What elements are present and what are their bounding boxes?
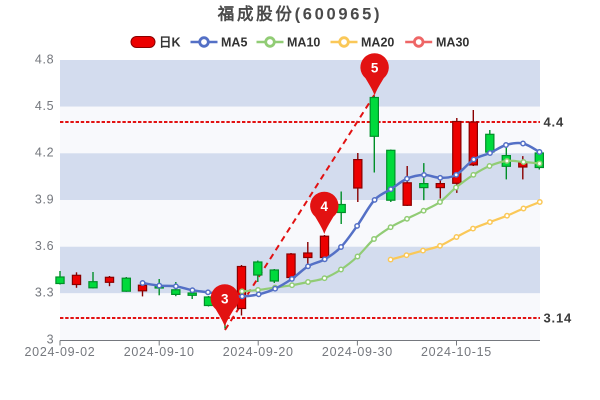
svg-text:2024-09-30: 2024-09-30 <box>322 345 393 359</box>
svg-text:2024-09-02: 2024-09-02 <box>25 345 96 359</box>
svg-text:福成股份(600965): 福成股份(600965) <box>217 4 382 24</box>
svg-text:MA5: MA5 <box>221 36 247 50</box>
svg-text:4.5: 4.5 <box>35 99 54 113</box>
svg-text:4.2: 4.2 <box>35 146 54 160</box>
svg-text:4.4: 4.4 <box>544 115 564 130</box>
svg-text:3.6: 3.6 <box>35 239 54 253</box>
svg-text:4: 4 <box>321 199 329 214</box>
svg-text:2024-09-10: 2024-09-10 <box>124 345 195 359</box>
svg-text:MA20: MA20 <box>361 36 394 50</box>
svg-text:MA30: MA30 <box>436 36 469 50</box>
svg-text:5: 5 <box>371 60 379 75</box>
svg-text:3.14: 3.14 <box>544 311 573 326</box>
svg-text:3.9: 3.9 <box>35 192 54 206</box>
svg-text:4.8: 4.8 <box>35 52 54 66</box>
svg-text:3: 3 <box>221 291 229 306</box>
svg-text:3: 3 <box>47 332 55 346</box>
svg-text:2024-09-20: 2024-09-20 <box>223 345 294 359</box>
svg-text:MA10: MA10 <box>287 36 320 50</box>
svg-text:2024-10-15: 2024-10-15 <box>421 345 492 359</box>
svg-text:3.3: 3.3 <box>35 286 54 300</box>
svg-text:日K: 日K <box>159 36 181 50</box>
